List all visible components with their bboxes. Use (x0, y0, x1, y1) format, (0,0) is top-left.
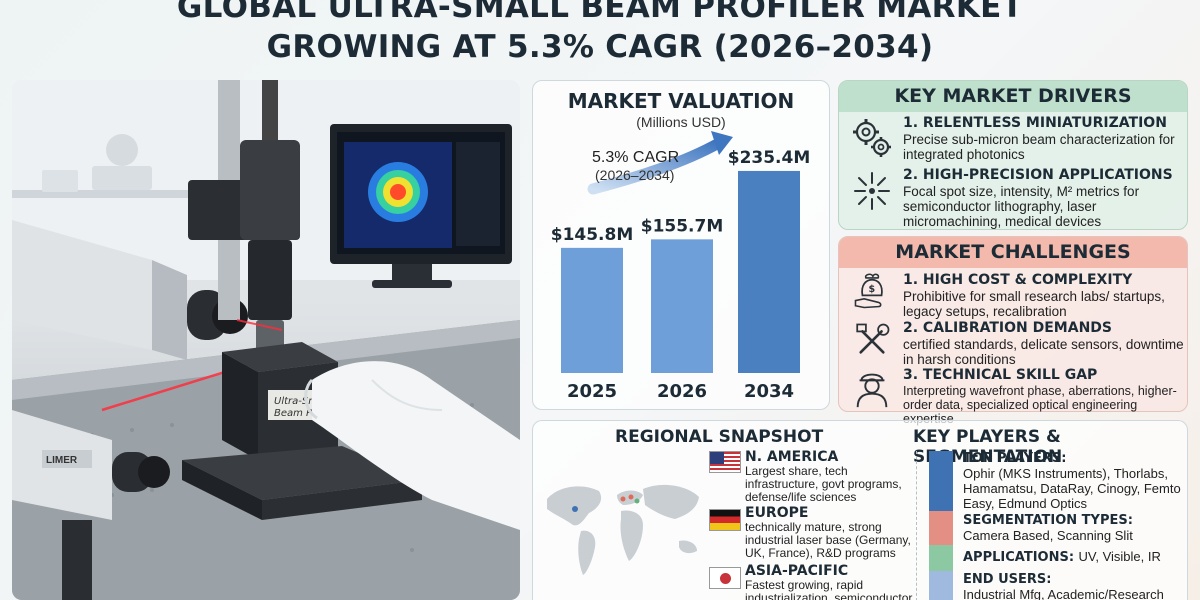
driver-desc: Precise sub-micron beam characterization… (903, 132, 1175, 162)
region-name: N. AMERICA (745, 449, 839, 465)
region-item-asia-pacific: ASIA-PACIFIC Fastest growing, rapid indu… (745, 563, 917, 600)
segment-applications: APPLICATIONS: UV, Visible, IR (963, 548, 1185, 566)
segment-title: APPLICATIONS: (963, 550, 1075, 565)
lab-photo: Ultra-Small Beam Profiler LIMER (12, 80, 520, 600)
segment-desc: UV, Visible, IR (1078, 549, 1161, 564)
bar-2034 (738, 170, 800, 373)
segment-end-users: END USERS: Industrial Mfg, Academic/Rese… (963, 572, 1185, 600)
driver-title: 2. HIGH-PRECISION APPLICATIONS (903, 167, 1173, 183)
svg-text:$: $ (869, 284, 876, 295)
segment-types: SEGMENTATION TYPES: Camera Based, Scanni… (963, 513, 1185, 543)
growth-arrow-head (711, 131, 733, 155)
segmentation-types-color-block (929, 511, 953, 545)
segment-title: END USERS: (963, 572, 1052, 587)
japan-flag-icon (709, 567, 741, 589)
key-market-drivers-card: KEY MARKET DRIVERS 1. RELENTLESS MINIATU… (838, 80, 1188, 230)
us-flag-icon (709, 451, 741, 473)
driver-title: 1. RELENTLESS MINIATURIZATION (903, 115, 1167, 131)
bar-value-label: $235.4M (728, 148, 811, 168)
profiler-optics (188, 140, 300, 360)
market-valuation-card: MARKET VALUATION (Millions USD) 5.3% CAG… (532, 80, 830, 410)
challenge-title: 3. TECHNICAL SKILL GAP (903, 367, 1098, 383)
monitor (330, 124, 512, 288)
cagr-period: (2026–2034) (595, 167, 674, 183)
region-name: ASIA-PACIFIC (745, 563, 849, 579)
segment-desc: Camera Based, Scanning Slit (963, 528, 1133, 543)
money-hand-icon: $ (854, 273, 883, 309)
world-map-icon (547, 484, 699, 575)
bar-2026 (651, 239, 713, 373)
region-item-europe: EUROPE technically mature, strong indust… (745, 505, 917, 560)
challenge-item-3: 3. TECHNICAL SKILL GAP Interpreting wave… (903, 367, 1185, 426)
title-line-2: GROWING AT 5.3% CAGR (2026–2034) (266, 29, 934, 65)
year-tick-label: 2026 (657, 381, 707, 402)
challenge-title: 2. CALIBRATION DEMANDS (903, 320, 1112, 336)
valuation-unit: (Millions USD) (636, 114, 726, 130)
driver-desc: Focal spot size, intensity, M² metrics f… (903, 184, 1140, 229)
year-tick-label: 2034 (744, 381, 794, 402)
page-title: GLOBAL ULTRA-SMALL BEAM PROFILER MARKET … (0, 0, 1200, 68)
valuation-heading: MARKET VALUATION (567, 89, 795, 113)
driver-item-2: 2. HIGH-PRECISION APPLICATIONS Focal spo… (903, 167, 1185, 229)
driver-item-1: 1. RELENTLESS MINIATURIZATION Precise su… (903, 115, 1185, 162)
title-line-1: GLOBAL ULTRA-SMALL BEAM PROFILER MARKET (176, 0, 1024, 25)
market-challenges-card: MARKET CHALLENGES $ 1. HIGH COST & COMPL… (838, 236, 1188, 426)
laser-source (12, 220, 248, 360)
lab-scene-illustration: Ultra-Small Beam Profiler LIMER (12, 80, 520, 600)
germany-flag-icon (709, 509, 741, 531)
device-label-1: Ultra-Small (274, 396, 330, 407)
region-desc: Fastest growing, rapid industrialization… (745, 578, 913, 600)
region-name: EUROPE (745, 505, 809, 521)
challenge-desc: certified standards, delicate sensors, d… (903, 337, 1184, 367)
challenge-desc: Prohibitive for small research labs/ sta… (903, 289, 1165, 319)
device-label-2: Beam Profiler (274, 408, 343, 419)
gloved-hand (304, 361, 520, 530)
region-desc: technically mature, strong industrial la… (745, 520, 911, 560)
tools-icon (856, 323, 890, 354)
challenge-title: 1. HIGH COST & COMPLEXITY (903, 272, 1133, 288)
segment-desc: Ophir (MKS Instruments), Thorlabs, Hamam… (963, 466, 1181, 511)
region-desc: Largest share, tech infrastructure, govt… (745, 464, 902, 504)
segment-title: TOP PLAYERS: (963, 451, 1067, 466)
engineer-icon (856, 373, 888, 408)
region-item-north-america: N. AMERICA Largest share, tech infrastru… (745, 449, 917, 504)
cagr-label: 5.3% CAGR (592, 149, 679, 166)
regional-heading: REGIONAL SNAPSHOT (615, 427, 824, 447)
year-tick-label: 2025 (567, 381, 617, 402)
segment-top-players: TOP PLAYERS: Ophir (MKS Instruments), Th… (963, 451, 1185, 511)
camera-brand: LIMER (46, 455, 78, 466)
divider (916, 451, 917, 600)
bar-2025 (561, 247, 623, 373)
segment-title: SEGMENTATION TYPES: (963, 513, 1133, 528)
camera-unit: LIMER (12, 410, 170, 600)
end-users-color-block (929, 571, 953, 600)
applications-color-block (929, 545, 953, 571)
regional-players-panel: REGIONAL SNAPSHOT KEY PLAYERS & SEGMENTA… (532, 420, 1188, 600)
growth-arrow-icon (587, 137, 725, 195)
challenge-item-1: 1. HIGH COST & COMPLEXITY Prohibitive fo… (903, 272, 1185, 319)
drivers-heading: KEY MARKET DRIVERS (839, 81, 1187, 112)
valuation-bar-chart: 5.3% CAGR (2026–2034) $145.8M 2025 $155.7M… (551, 131, 811, 402)
laser-burst-icon (854, 172, 890, 210)
segment-desc: Industrial Mfg, Academic/Research (963, 587, 1164, 600)
challenge-item-2: 2. CALIBRATION DEMANDS certified standar… (903, 320, 1185, 367)
bar-value-label: $155.7M (641, 216, 724, 236)
bar-value-label: $145.8M (551, 225, 634, 245)
challenges-heading: MARKET CHALLENGES (839, 237, 1187, 268)
gears-icon (853, 119, 891, 157)
